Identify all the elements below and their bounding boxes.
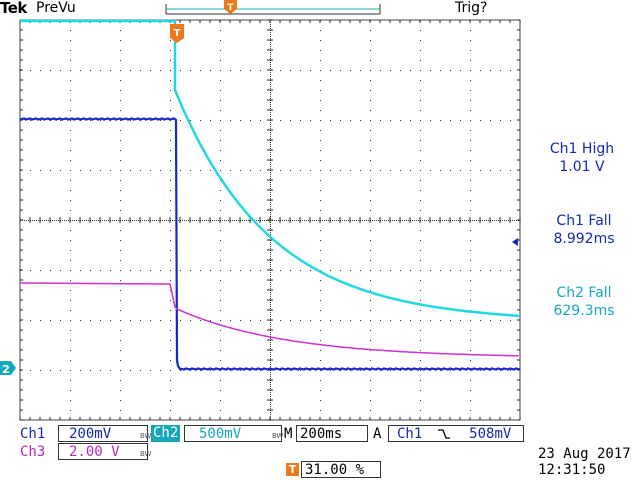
graticule bbox=[19, 19, 521, 421]
record-trigger-marker: T bbox=[224, 0, 237, 14]
svg-text:2: 2 bbox=[2, 363, 10, 376]
trigger-position[interactable]: 31.00 % bbox=[301, 461, 381, 478]
trigger-position-icon: T bbox=[286, 463, 299, 476]
date: 23 Aug 2017 bbox=[538, 446, 631, 462]
trigger-status: Trig? bbox=[455, 0, 488, 16]
measurement-label: Ch1 Fall bbox=[556, 213, 612, 229]
record-view-bar: T bbox=[165, 0, 381, 15]
acquisition-mode: PreVu bbox=[36, 0, 76, 16]
ch1-name[interactable]: Ch1 bbox=[20, 426, 46, 442]
trigger-level: 508mV bbox=[469, 426, 512, 442]
ch2-scale-value: 500mV bbox=[199, 426, 242, 442]
ch2-name[interactable]: Ch2 bbox=[151, 425, 181, 442]
measurement-ch2-fall: Ch2 Fall 629.3ms bbox=[524, 284, 640, 320]
ch2-ground-marker[interactable]: 2 bbox=[0, 361, 16, 376]
ch2-decay bbox=[173, 21, 521, 318]
measurement-value: 8.992ms bbox=[553, 231, 615, 247]
time: 12:31:50 bbox=[538, 462, 606, 478]
brand-logo: Tek bbox=[0, 0, 27, 17]
svg-text:T: T bbox=[174, 28, 181, 39]
ch1-scale[interactable]: 200mV bbox=[58, 425, 148, 442]
measurement-value: 1.01 V bbox=[559, 159, 605, 175]
timebase-label: M bbox=[284, 426, 293, 442]
ch3-scale[interactable]: 2.00 V bbox=[58, 443, 148, 460]
trigger-mode: A bbox=[373, 426, 382, 442]
ch2-bandwidth-icon: BW bbox=[272, 432, 284, 440]
trigger-position-marker: T bbox=[170, 24, 184, 43]
timebase-scale[interactable]: 200ms bbox=[296, 425, 368, 442]
trigger-source: Ch1 bbox=[397, 426, 423, 442]
trigger-level-arrow bbox=[512, 238, 518, 246]
measurement-label: Ch2 Fall bbox=[556, 285, 612, 301]
falling-edge-icon bbox=[437, 429, 450, 439]
svg-text:T: T bbox=[227, 3, 234, 13]
ch1-scale-value: 200mV bbox=[69, 426, 112, 442]
ch3-scale-value: 2.00 V bbox=[69, 444, 120, 460]
measurement-ch1-fall: Ch1 Fall 8.992ms bbox=[524, 212, 640, 248]
trigger-position-value: 31.00 % bbox=[305, 462, 365, 478]
ch3-name[interactable]: Ch3 bbox=[20, 444, 46, 460]
ch3-waveform bbox=[19, 282, 519, 357]
trigger-settings[interactable]: Ch1 508mV bbox=[388, 425, 524, 442]
timebase-value: 200ms bbox=[300, 426, 343, 442]
measurement-ch1-high: Ch1 High 1.01 V bbox=[522, 140, 640, 176]
ch1-waveform bbox=[20, 117, 521, 371]
ch1-bandwidth-icon: BW bbox=[140, 432, 152, 440]
measurement-value: 629.3ms bbox=[553, 303, 615, 319]
ch2-scale[interactable]: 500mV bbox=[184, 425, 282, 442]
measurement-label: Ch1 High bbox=[549, 141, 615, 157]
ch3-bandwidth-icon: BW bbox=[140, 450, 152, 458]
